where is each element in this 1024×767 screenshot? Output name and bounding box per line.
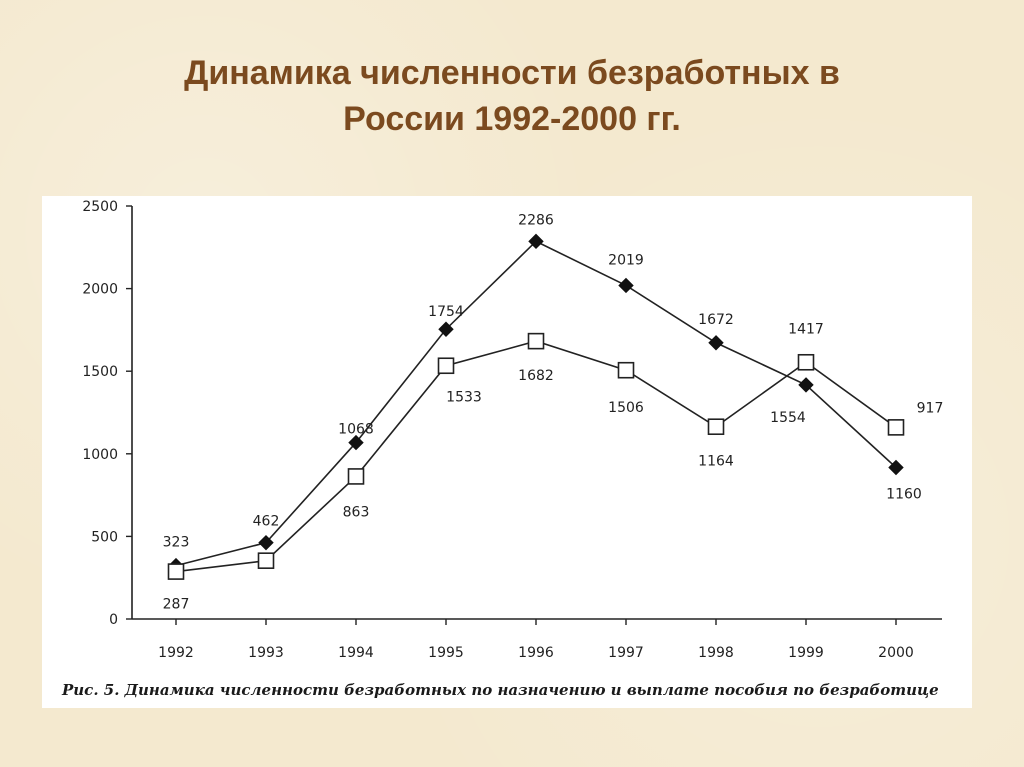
chart-caption: Рис. 5. Динамика численности безработных… — [61, 681, 939, 699]
series-2-data-label: 1164 — [698, 454, 734, 470]
x-tick-label: 1996 — [518, 645, 554, 661]
series-1-data-label: 2286 — [518, 212, 554, 228]
series-1-point — [708, 335, 724, 351]
chart-data-labels: 323 462 1068 1754 2286 2019 1672 1417 917 287 863 1… — [163, 212, 944, 612]
x-tick-label: 1993 — [248, 645, 284, 661]
slide-title-line-2: России 1992-2000 гг. — [343, 100, 681, 138]
x-tick-label: 1998 — [698, 645, 734, 661]
chart-axes: 0 500 1000 1500 2000 2500 1992 1993 1994 1995 1996… — [82, 199, 942, 661]
y-tick-label: 0 — [109, 612, 118, 628]
series-2-point — [347, 468, 365, 485]
series-1-data-label: 1417 — [788, 321, 824, 337]
series-1-data-label: 1754 — [428, 304, 464, 320]
x-tick-label: 1997 — [608, 645, 644, 661]
series-1-point — [438, 321, 454, 337]
series-2-data-label: 287 — [163, 597, 190, 613]
y-tick-label: 1500 — [82, 364, 118, 380]
series-2-point — [797, 353, 815, 371]
series-2-point — [887, 419, 905, 436]
chart-series — [167, 233, 905, 580]
x-tick-label: 2000 — [878, 645, 914, 661]
series-2-data-label: 1160 — [886, 487, 922, 503]
series-2-point — [527, 332, 545, 350]
y-tick-label: 2000 — [82, 282, 118, 298]
series-1-point — [888, 459, 904, 476]
y-tick-label: 1000 — [82, 447, 118, 463]
series-2-data-label: 1554 — [770, 410, 806, 426]
series-2-data-label: 1506 — [608, 400, 644, 416]
series-2-point — [707, 418, 725, 436]
x-tick-label: 1994 — [338, 645, 374, 661]
series-1-data-label: 2019 — [608, 252, 644, 268]
series-1-point — [258, 534, 274, 551]
line-chart: 0 500 1000 1500 2000 2500 1992 1993 1994 1995 1996… — [61, 199, 944, 699]
series-2-point — [167, 563, 185, 580]
series-1-point — [798, 377, 814, 393]
series-1-point — [348, 434, 364, 451]
series-1-data-label: 462 — [253, 514, 280, 530]
x-tick-label: 1995 — [428, 645, 464, 661]
series-2-point — [257, 552, 275, 569]
x-tick-label: 1992 — [158, 645, 194, 661]
series-1-point — [618, 277, 634, 294]
x-tick-label: 1999 — [788, 645, 824, 661]
series-1-data-label: 1672 — [698, 312, 734, 328]
slide-title-line-1: Динамика численности безработных в — [184, 54, 840, 92]
y-tick-label: 500 — [91, 529, 118, 545]
y-tick-label: 2500 — [82, 199, 118, 215]
series-1-data-label: 323 — [163, 535, 190, 551]
series-1-data-label: 917 — [917, 400, 944, 416]
series-2-point — [437, 357, 455, 375]
chart-panel: 0 500 1000 1500 2000 2500 1992 1993 1994 1995 1996… — [42, 196, 972, 708]
series-2-data-label: 863 — [343, 504, 370, 520]
slide-title: Динамика численности безработных в Росси… — [0, 50, 1024, 142]
series-1-point — [528, 233, 544, 250]
series-1-data-label: 1068 — [338, 422, 374, 438]
series-2-data-label: 1682 — [518, 368, 554, 384]
series-2-point — [617, 361, 635, 379]
series-1-line — [175, 240, 897, 567]
series-2-data-label: 1533 — [446, 390, 482, 406]
